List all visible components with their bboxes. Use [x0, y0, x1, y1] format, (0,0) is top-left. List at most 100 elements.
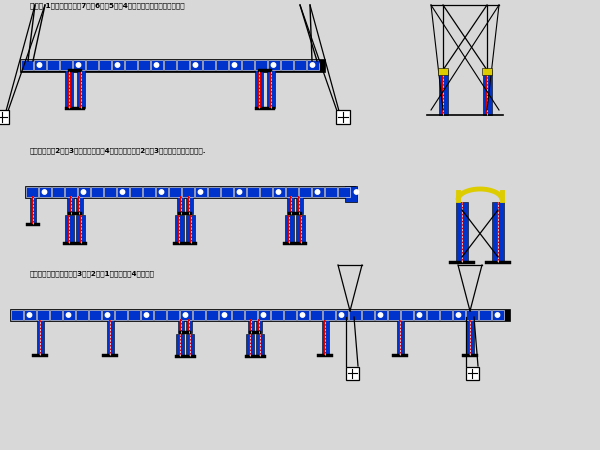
Bar: [221, 187, 233, 197]
Bar: [362, 310, 374, 320]
Bar: [30, 196, 36, 224]
Circle shape: [232, 63, 236, 67]
Bar: [25, 186, 355, 198]
Bar: [336, 310, 348, 320]
Bar: [39, 320, 41, 355]
Bar: [256, 334, 264, 356]
Bar: [250, 319, 252, 333]
Bar: [216, 60, 228, 70]
Bar: [186, 196, 193, 214]
Bar: [281, 60, 293, 70]
Bar: [107, 320, 113, 355]
Bar: [469, 320, 471, 355]
Bar: [65, 215, 74, 243]
Circle shape: [76, 63, 80, 67]
Bar: [151, 60, 163, 70]
Bar: [258, 310, 270, 320]
Bar: [284, 310, 296, 320]
Bar: [186, 215, 196, 243]
Bar: [248, 319, 254, 333]
Bar: [102, 354, 118, 357]
Bar: [456, 202, 468, 262]
Bar: [190, 60, 202, 70]
Bar: [256, 319, 262, 333]
Bar: [188, 319, 190, 333]
Bar: [78, 187, 90, 197]
Bar: [336, 110, 350, 124]
Bar: [109, 320, 111, 355]
Bar: [115, 310, 127, 320]
Bar: [307, 60, 319, 70]
Bar: [0, 110, 9, 124]
Bar: [164, 60, 176, 70]
Bar: [219, 310, 231, 320]
Bar: [24, 310, 36, 320]
Circle shape: [28, 313, 32, 317]
Bar: [467, 320, 473, 355]
Bar: [39, 187, 51, 197]
Bar: [294, 60, 306, 70]
Circle shape: [184, 313, 188, 317]
Bar: [37, 320, 44, 355]
Bar: [141, 310, 153, 320]
Bar: [345, 186, 357, 202]
Bar: [73, 60, 85, 70]
Bar: [68, 215, 70, 243]
Bar: [102, 310, 114, 320]
Bar: [298, 196, 301, 214]
Bar: [461, 202, 463, 262]
Bar: [182, 187, 194, 197]
Bar: [249, 334, 251, 356]
Bar: [37, 310, 49, 320]
Bar: [193, 310, 205, 320]
Bar: [169, 187, 181, 197]
Bar: [65, 187, 77, 197]
Bar: [117, 187, 129, 197]
Bar: [324, 320, 326, 355]
Bar: [273, 187, 285, 197]
Bar: [76, 310, 88, 320]
Circle shape: [379, 313, 383, 317]
Bar: [32, 354, 48, 357]
Bar: [479, 310, 491, 320]
Bar: [310, 310, 322, 320]
Circle shape: [262, 313, 266, 317]
Bar: [297, 310, 309, 320]
Bar: [80, 215, 82, 243]
Bar: [440, 310, 452, 320]
Bar: [79, 70, 82, 108]
Bar: [283, 242, 307, 245]
Bar: [89, 310, 101, 320]
Bar: [63, 310, 75, 320]
Bar: [266, 70, 275, 108]
Circle shape: [66, 313, 71, 317]
Bar: [289, 215, 290, 243]
Bar: [138, 60, 150, 70]
Bar: [346, 366, 359, 379]
Bar: [449, 261, 475, 264]
Bar: [466, 310, 478, 320]
Bar: [399, 320, 401, 355]
Bar: [375, 310, 387, 320]
Bar: [255, 60, 267, 70]
Bar: [175, 355, 196, 358]
Bar: [482, 68, 492, 75]
Bar: [482, 70, 491, 115]
Bar: [65, 107, 85, 110]
Bar: [287, 196, 294, 214]
Bar: [26, 187, 38, 197]
Circle shape: [42, 190, 47, 194]
Bar: [246, 334, 254, 356]
Bar: [325, 187, 337, 197]
Bar: [32, 196, 34, 224]
Bar: [322, 320, 329, 355]
Bar: [392, 354, 408, 357]
Bar: [290, 196, 292, 214]
Bar: [68, 212, 82, 215]
Bar: [453, 310, 465, 320]
Bar: [167, 310, 179, 320]
Bar: [414, 310, 426, 320]
Bar: [256, 70, 263, 108]
Bar: [349, 310, 361, 320]
Bar: [189, 334, 191, 356]
